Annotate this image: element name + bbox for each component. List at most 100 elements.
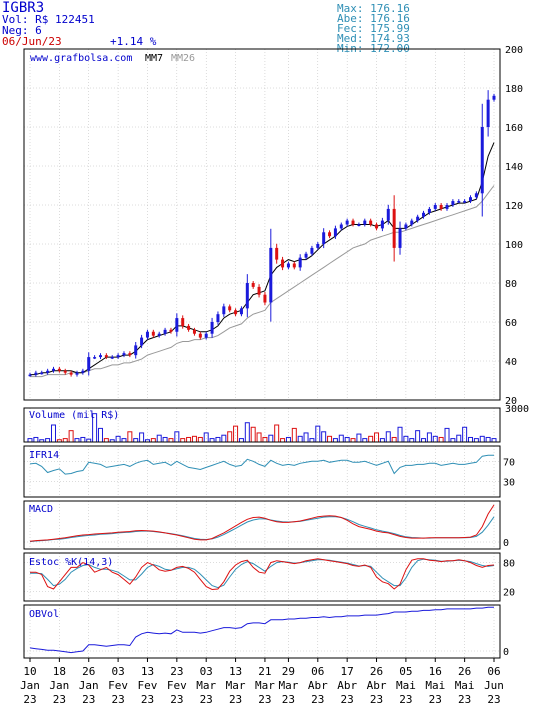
candle-body [275, 247, 279, 260]
candle-body [46, 370, 50, 373]
date-tick-day: 10 [23, 665, 36, 678]
candle-body [57, 368, 61, 371]
candle-body [181, 318, 185, 326]
volume-bar [50, 424, 56, 443]
date-tick-month: Fev [108, 679, 128, 692]
price-ytick-label: 160 [505, 123, 523, 134]
candle-body [69, 372, 73, 375]
date-tick-day: 23 [170, 665, 183, 678]
volume-bar [368, 435, 374, 443]
candle-body [128, 353, 132, 356]
macd-line [29, 504, 495, 542]
ifr-ytick-label: 30 [503, 478, 515, 489]
candle-body [110, 357, 114, 359]
candle-body [322, 232, 326, 244]
date-tick-year: 23 [429, 693, 442, 706]
candle-body [145, 331, 149, 338]
candle-body [222, 306, 226, 315]
date-tick-day: 16 [429, 665, 442, 678]
volume-ytick-label: 3000 [505, 404, 529, 415]
date-tick-month: Mai [396, 679, 416, 692]
volume-bar [297, 435, 303, 443]
volume-bar [409, 438, 415, 443]
volume-bar [426, 432, 432, 443]
volume-bar [268, 434, 274, 443]
candle-body [175, 318, 179, 332]
candle-body [339, 224, 343, 229]
date-tick-day: 06 [311, 665, 324, 678]
obv-panel-title: OBVol [29, 609, 59, 620]
volume-bar [180, 438, 186, 443]
volume-value: 122451 [54, 13, 95, 26]
volume-bar [444, 427, 450, 443]
date-tick-year: 23 [311, 693, 324, 706]
candle-body [116, 355, 120, 358]
volume-bar [485, 436, 491, 443]
stoch-d-line [30, 558, 495, 589]
volume-bar [274, 424, 280, 443]
quote-date: 06/Jun/23 [2, 35, 62, 48]
date-tick-day: 13 [141, 665, 154, 678]
date-tick-month: Mai [455, 679, 475, 692]
candle-body [234, 310, 238, 315]
volume-bar [391, 436, 397, 443]
price-ytick-label: 200 [505, 45, 523, 56]
mm7-line [30, 142, 495, 376]
volume-bar [209, 438, 215, 443]
quote-close-label: Fec: [337, 22, 364, 35]
candle-body [316, 244, 320, 248]
volume-panel-frame [23, 407, 501, 443]
date-tick-year: 23 [282, 693, 295, 706]
volume-bar [315, 425, 321, 443]
candle-body [333, 228, 337, 237]
volume-bar [256, 432, 262, 443]
volume-bar [450, 438, 456, 443]
candle-body [369, 220, 373, 225]
candle-body [163, 329, 167, 334]
daily-change: +1.14 % [110, 35, 157, 48]
date-tick-day: 03 [111, 665, 124, 678]
candle-body [269, 247, 273, 303]
date-tick-year: 23 [53, 693, 66, 706]
candle-body [351, 220, 355, 225]
price-ytick-label: 120 [505, 201, 523, 212]
quote-avg-label: Med: [337, 32, 364, 45]
volume-bar [139, 432, 145, 443]
volume-bar [68, 430, 74, 443]
date-tick-month: Mar [196, 679, 216, 692]
quote-close-value: 175.99 [370, 22, 410, 35]
volume-bar [238, 438, 244, 443]
candle-body [457, 201, 461, 203]
candle-body [93, 357, 97, 359]
candle-body [98, 355, 102, 358]
candle-body [439, 205, 443, 209]
volume-bar [415, 430, 421, 443]
quote-open-value: 176.16 [370, 12, 410, 25]
candle-body [169, 329, 173, 332]
price-ytick-label: 140 [505, 162, 523, 173]
trades-value: 6 [35, 24, 42, 37]
date-line: 06/Jun/23 [2, 36, 62, 47]
volume-bar [374, 432, 380, 443]
volume-bar [80, 436, 86, 443]
date-tick-year: 23 [111, 693, 124, 706]
price-ytick-label: 20 [505, 396, 517, 407]
quote-avg-value: 174.93 [370, 32, 410, 45]
volume-bar [250, 426, 256, 443]
volume-bar [168, 438, 174, 443]
volume-bar [338, 434, 344, 443]
date-tick-year: 23 [82, 693, 95, 706]
candle-body [398, 228, 402, 248]
candle-body [104, 355, 108, 358]
stoch-k-line [30, 558, 495, 591]
candle-body [75, 372, 79, 375]
candle-body [216, 314, 220, 322]
volume-bar [379, 438, 385, 443]
date-tick-month: Abr [308, 679, 328, 692]
ticker-symbol: IGBR3 [2, 0, 45, 16]
volume-bar [332, 438, 338, 443]
quote-max-value: 176.16 [370, 2, 410, 15]
stoch-panel-title: Estoc %K(14,3) [29, 557, 113, 568]
candle-body [122, 353, 126, 356]
